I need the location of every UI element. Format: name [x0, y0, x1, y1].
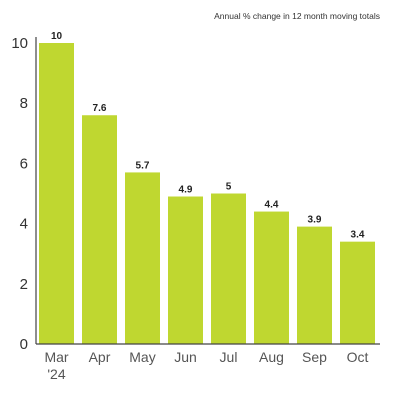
y-tick-label: 10: [11, 35, 28, 52]
bar-series: [39, 43, 375, 345]
bar: [39, 43, 74, 344]
x-tick-label: Jun: [174, 349, 197, 365]
data-label: 5.7: [136, 160, 150, 171]
x-tick-label: Sep: [302, 349, 327, 365]
x-tick-sublabel: '24: [47, 366, 65, 382]
bar: [82, 115, 117, 345]
data-label: 3.4: [351, 230, 365, 241]
x-tick-label: Aug: [259, 349, 284, 365]
data-label: 10: [51, 31, 63, 42]
data-label: 5: [226, 182, 232, 193]
bar: [297, 226, 332, 344]
bar: [125, 172, 160, 344]
x-tick-label: Mar: [44, 349, 68, 365]
x-axis: Mar'24 Apr May Jun Jul Aug Sep Oct: [36, 343, 380, 382]
x-tick-label: Oct: [347, 349, 369, 365]
x-tick-label: Jul: [220, 349, 238, 365]
y-tick-label: 2: [20, 276, 28, 293]
y-tick-label: 8: [20, 95, 28, 112]
data-label: 3.9: [308, 215, 322, 226]
chart-subtitle: Annual % change in 12 month moving total…: [214, 11, 380, 21]
x-tick-label: May: [129, 349, 155, 365]
y-tick-label: 6: [20, 155, 28, 172]
y-axis: 0 2 4 6 8 10: [11, 35, 37, 353]
bar: [211, 193, 246, 344]
y-tick-label: 0: [20, 336, 28, 353]
data-label: 7.6: [93, 103, 107, 114]
bar: [340, 241, 375, 344]
bar: [254, 211, 289, 344]
data-label: 4.4: [265, 200, 279, 211]
data-label: 4.9: [179, 185, 193, 196]
data-labels: 10 7.6 5.7 4.9 5 4.4 3.9 3.4: [51, 31, 365, 241]
x-tick-label: Apr: [89, 349, 111, 365]
y-tick-label: 4: [20, 216, 28, 233]
bar: [168, 196, 203, 344]
